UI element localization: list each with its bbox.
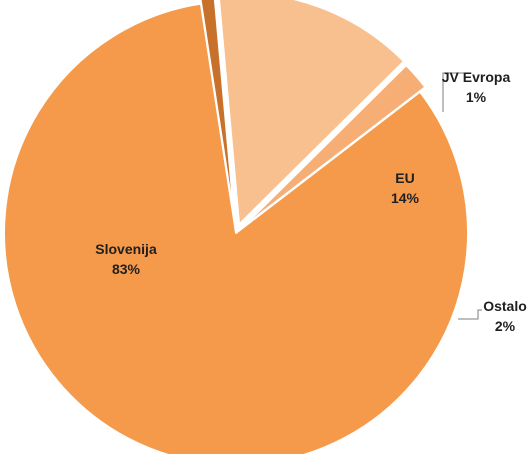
pie-slice-eu — [218, 0, 405, 226]
leader-line-jv-evropa — [442, 72, 465, 112]
leader-line-ostalo — [458, 309, 482, 320]
data-label-slovenija: Slovenija 83% — [95, 241, 157, 277]
pie-slices — [3, 0, 469, 454]
data-label-category: EU — [395, 170, 414, 186]
data-label-percent: 2% — [495, 318, 516, 334]
pie-slice-slovenija — [3, 2, 469, 454]
data-label-eu: EU 14% — [391, 170, 420, 206]
pie-slice-ostalo — [240, 64, 427, 230]
data-label-percent: 1% — [466, 89, 487, 105]
data-label-percent: 83% — [112, 261, 141, 277]
data-label-category: Ostalo — [483, 298, 527, 314]
data-label-category: JV Evropa — [442, 69, 511, 85]
slice-labels: Slovenija 83% JV Evropa 1% EU 14% Ostalo 2% — [95, 69, 527, 334]
leader-lines — [442, 72, 482, 320]
data-label-ostalo: Ostalo 2% — [483, 298, 527, 334]
data-label-jv-evropa: JV Evropa 1% — [442, 69, 511, 105]
pie-slice-jv-evropa — [199, 0, 236, 226]
data-label-category: Slovenija — [95, 241, 157, 257]
data-label-percent: 14% — [391, 190, 420, 206]
